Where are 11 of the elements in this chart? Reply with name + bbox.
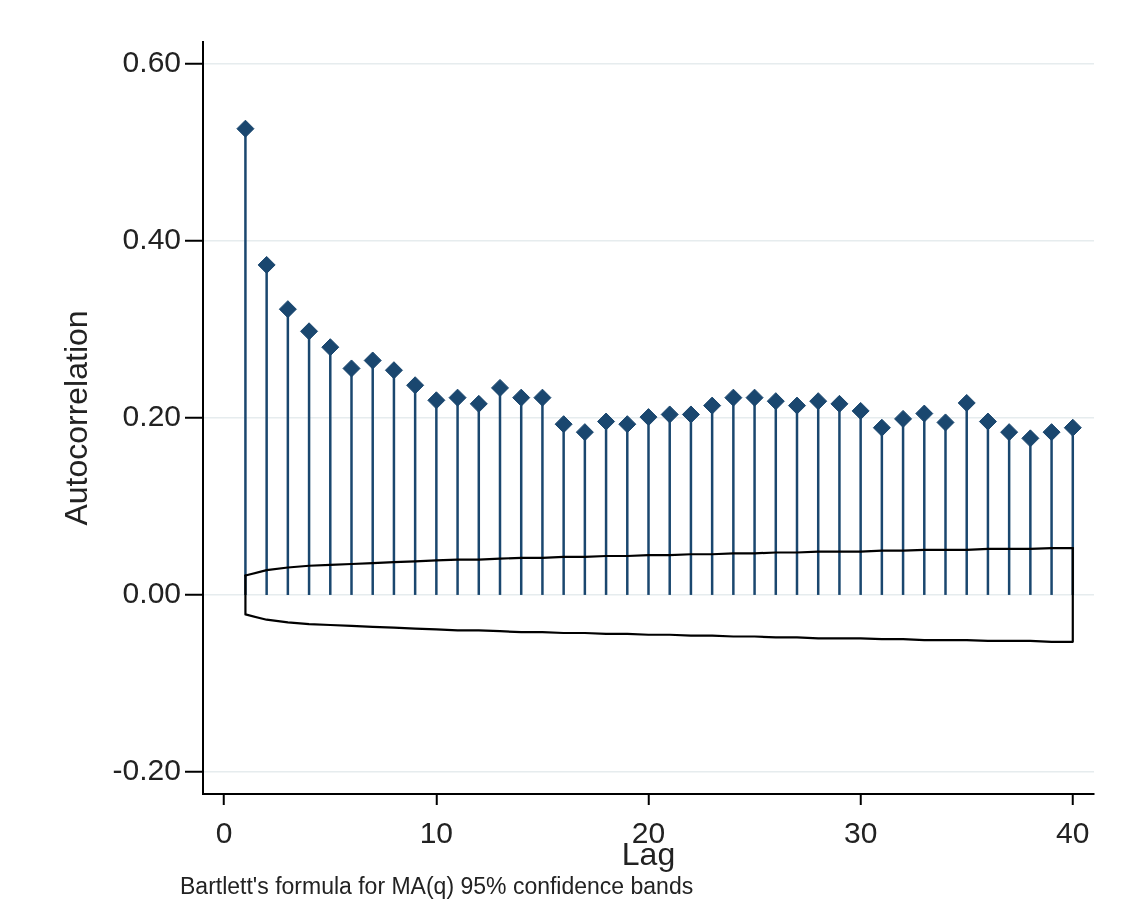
y-tick-label: 0.00 (122, 576, 181, 610)
y-tick-label: 0.40 (122, 222, 181, 256)
x-tick-label: 0 (215, 816, 233, 850)
text: Bartlett's formula for MA(q) 95% confidence bands (180, 873, 694, 900)
x-tick-label: 40 (1056, 816, 1090, 850)
y-tick-label: 0.20 (122, 399, 181, 433)
x-tick-label: 10 (419, 816, 454, 850)
x-tick-label: 30 (843, 816, 878, 850)
y-axis-title: Autocorrelation (57, 310, 94, 526)
y-tick-label: -0.20 (112, 753, 181, 787)
y-tick-label: 0.60 (122, 45, 181, 79)
